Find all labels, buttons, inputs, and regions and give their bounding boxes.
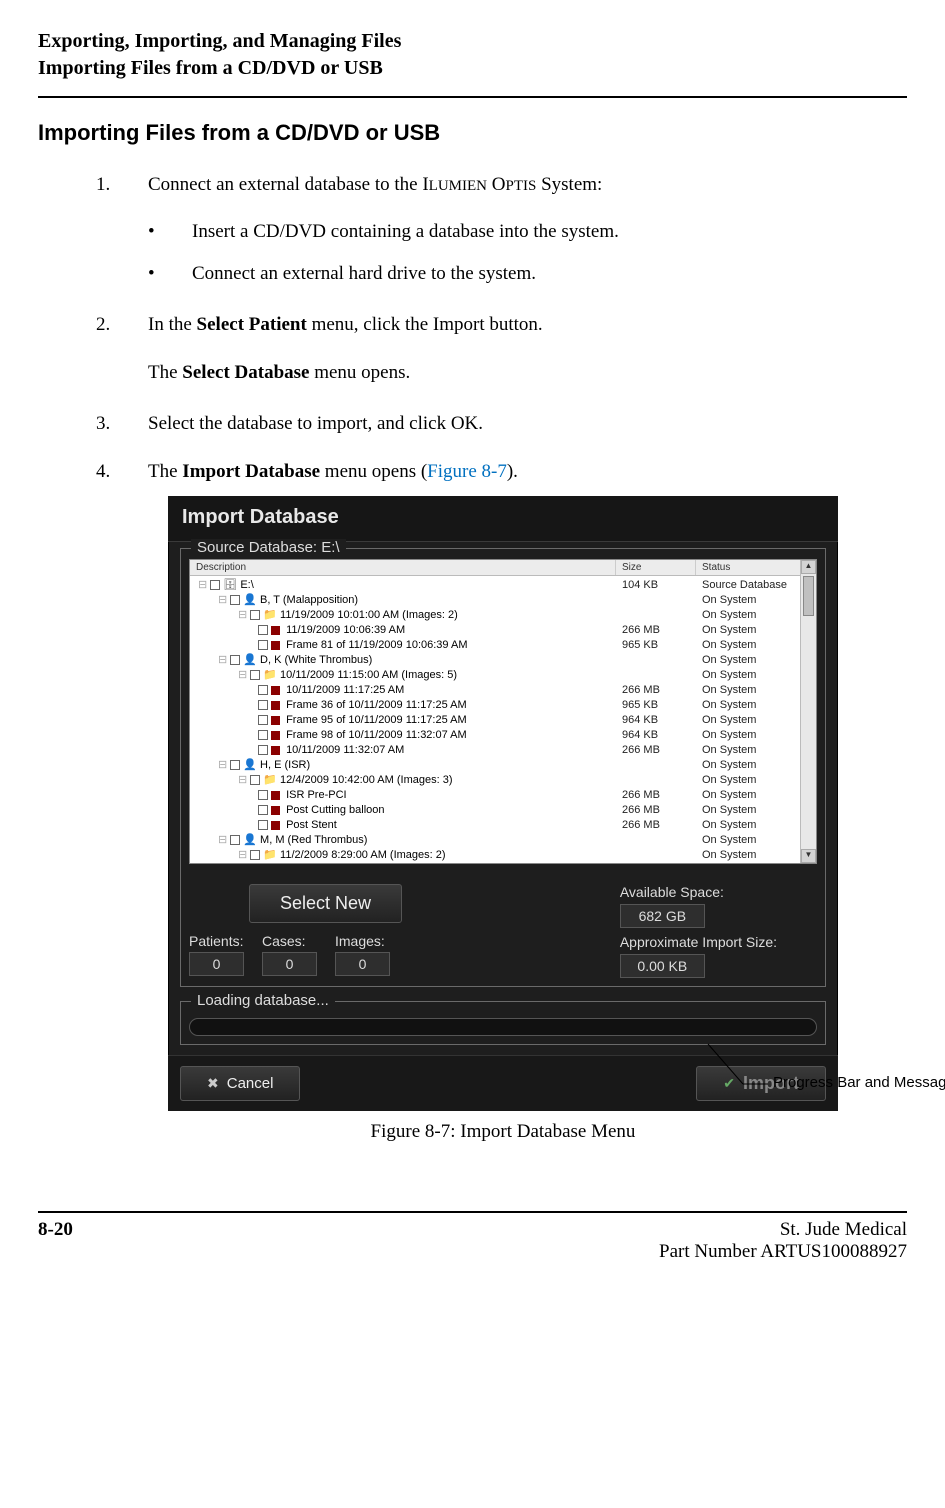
loading-fieldset: Loading database... bbox=[180, 1001, 826, 1045]
tree-header: Description Size Status bbox=[190, 560, 816, 576]
step-1-text: Connect an external database to the ILUM… bbox=[148, 170, 907, 199]
scroll-thumb[interactable] bbox=[803, 576, 814, 616]
step-4-text: The Import Database menu opens (Figure 8… bbox=[148, 457, 907, 486]
step-1-bullet-2: Connect an external hard drive to the sy… bbox=[192, 259, 536, 288]
tree-header-status[interactable]: Status bbox=[696, 560, 816, 575]
tree-checkbox[interactable] bbox=[258, 640, 268, 650]
step-2-text: In the Select Patient menu, click the Im… bbox=[148, 310, 907, 339]
tree-checkbox[interactable] bbox=[250, 610, 260, 620]
bullet-dot: • bbox=[148, 217, 192, 246]
tree-checkbox[interactable] bbox=[258, 715, 268, 725]
footer-divider bbox=[38, 1211, 907, 1213]
step-1-bullet-1: Insert a CD/DVD containing a database in… bbox=[192, 217, 619, 246]
tree-row[interactable]: Frame 36 of 10/11/2009 11:17:25 AM965 KB… bbox=[194, 698, 812, 713]
footer-company: St. Jude Medical bbox=[659, 1219, 907, 1241]
tree-row[interactable]: 10/11/2009 11:32:07 AM266 MBOn System bbox=[194, 743, 812, 758]
callout-text: Progress Bar and Message Area bbox=[773, 1074, 945, 1091]
tree-row[interactable]: Frame 81 of 11/19/2009 10:06:39 AM965 KB… bbox=[194, 638, 812, 653]
scroll-up-arrow[interactable]: ▲ bbox=[801, 560, 816, 574]
tree-scrollbar[interactable]: ▲ ▼ bbox=[800, 560, 816, 863]
tree-checkbox[interactable] bbox=[258, 790, 268, 800]
images-label: Images: bbox=[335, 933, 390, 949]
tree-header-size[interactable]: Size bbox=[616, 560, 696, 575]
tree-row[interactable]: ⊟ 👤 M, M (Red Thrombus)On System bbox=[194, 833, 812, 848]
available-space-value: 682 GB bbox=[620, 904, 705, 928]
close-icon: ✖ bbox=[207, 1075, 219, 1092]
tree-checkbox[interactable] bbox=[230, 595, 240, 605]
step-3-text: Select the database to import, and click… bbox=[148, 409, 907, 438]
tree-row[interactable]: Post Stent266 MBOn System bbox=[194, 818, 812, 833]
tree-row[interactable]: ⊟ 📁 11/2/2009 8:29:00 AM (Images: 2)On S… bbox=[194, 848, 812, 863]
tree-checkbox[interactable] bbox=[258, 685, 268, 695]
patients-value: 0 bbox=[189, 952, 244, 976]
tree-checkbox[interactable] bbox=[258, 730, 268, 740]
section-heading: Importing Files from a CD/DVD or USB bbox=[38, 120, 907, 146]
source-database-fieldset: Source Database: E:\ Description Size St… bbox=[180, 548, 826, 987]
tree-row[interactable]: Frame 98 of 10/11/2009 11:32:07 AM964 KB… bbox=[194, 728, 812, 743]
tree-panel[interactable]: Description Size Status ⊟ 🗄 E:\104 KBSou… bbox=[189, 559, 817, 864]
tree-row[interactable]: ⊟ 🗄 E:\104 KBSource Database bbox=[194, 578, 812, 593]
bullet-dot: • bbox=[148, 259, 192, 288]
tree-row[interactable]: 11/2/2009 8:32:43 AM266 MBOn System bbox=[194, 863, 812, 864]
approximate-import-size-value: 0.00 KB bbox=[620, 954, 705, 978]
loading-legend: Loading database... bbox=[191, 992, 335, 1009]
cases-label: Cases: bbox=[262, 933, 317, 949]
tree-header-description[interactable]: Description bbox=[190, 560, 616, 575]
tree-checkbox[interactable] bbox=[230, 835, 240, 845]
source-database-legend: Source Database: E:\ bbox=[191, 539, 346, 556]
figure-caption: Figure 8-7: Import Database Menu bbox=[168, 1121, 838, 1143]
patients-label: Patients: bbox=[189, 933, 244, 949]
tree-checkbox[interactable] bbox=[250, 850, 260, 860]
tree-row[interactable]: Post Cutting balloon266 MBOn System bbox=[194, 803, 812, 818]
tree-checkbox[interactable] bbox=[258, 700, 268, 710]
step-3-number: 3. bbox=[96, 409, 148, 438]
tree-checkbox[interactable] bbox=[258, 625, 268, 635]
step-1-number: 1. bbox=[96, 170, 148, 199]
tree-checkbox[interactable] bbox=[210, 580, 220, 590]
cancel-button[interactable]: ✖Cancel bbox=[180, 1066, 300, 1101]
tree-checkbox[interactable] bbox=[250, 775, 260, 785]
scroll-down-arrow[interactable]: ▼ bbox=[801, 849, 816, 863]
header-section: Importing Files from a CD/DVD or USB bbox=[38, 55, 907, 82]
step-2-paragraph: The Select Database menu opens. bbox=[148, 358, 907, 387]
available-space-label: Available Space: bbox=[620, 884, 724, 900]
tree-row[interactable]: Frame 95 of 10/11/2009 11:17:25 AM964 KB… bbox=[194, 713, 812, 728]
tree-checkbox[interactable] bbox=[258, 805, 268, 815]
dialog-title: Import Database bbox=[168, 496, 838, 542]
tree-row[interactable]: 10/11/2009 11:17:25 AM266 MBOn System bbox=[194, 683, 812, 698]
tree-row[interactable]: ⊟ 📁 11/19/2009 10:01:00 AM (Images: 2)On… bbox=[194, 608, 812, 623]
tree-checkbox[interactable] bbox=[258, 745, 268, 755]
tree-checkbox[interactable] bbox=[230, 760, 240, 770]
tree-row[interactable]: ⊟ 👤 B, T (Malapposition)On System bbox=[194, 593, 812, 608]
page-number: 8-20 bbox=[38, 1219, 73, 1263]
header-chapter: Exporting, Importing, and Managing Files bbox=[38, 28, 907, 55]
tree-row[interactable]: ⊟ 📁 10/11/2009 11:15:00 AM (Images: 5)On… bbox=[194, 668, 812, 683]
select-new-button[interactable]: Select New bbox=[249, 884, 402, 923]
tree-checkbox[interactable] bbox=[250, 670, 260, 680]
progress-bar bbox=[189, 1018, 817, 1036]
footer-part-number: Part Number ARTUS100088927 bbox=[659, 1241, 907, 1263]
tree-row[interactable]: ISR Pre-PCI266 MBOn System bbox=[194, 788, 812, 803]
approximate-import-size-label: Approximate Import Size: bbox=[620, 934, 777, 950]
tree-row[interactable]: 11/19/2009 10:06:39 AM266 MBOn System bbox=[194, 623, 812, 638]
step-2-number: 2. bbox=[96, 310, 148, 339]
cases-value: 0 bbox=[262, 952, 317, 976]
step-4-number: 4. bbox=[96, 457, 148, 486]
tree-row[interactable]: ⊟ 👤 D, K (White Thrombus)On System bbox=[194, 653, 812, 668]
import-database-dialog: Import Database Source Database: E:\ Des… bbox=[168, 496, 838, 1111]
tree-checkbox[interactable] bbox=[258, 820, 268, 830]
images-value: 0 bbox=[335, 952, 390, 976]
tree-checkbox[interactable] bbox=[230, 655, 240, 665]
header-divider bbox=[38, 96, 907, 98]
tree-row[interactable]: ⊟ 👤 H, E (ISR)On System bbox=[194, 758, 812, 773]
tree-row[interactable]: ⊟ 📁 12/4/2009 10:42:00 AM (Images: 3)On … bbox=[194, 773, 812, 788]
